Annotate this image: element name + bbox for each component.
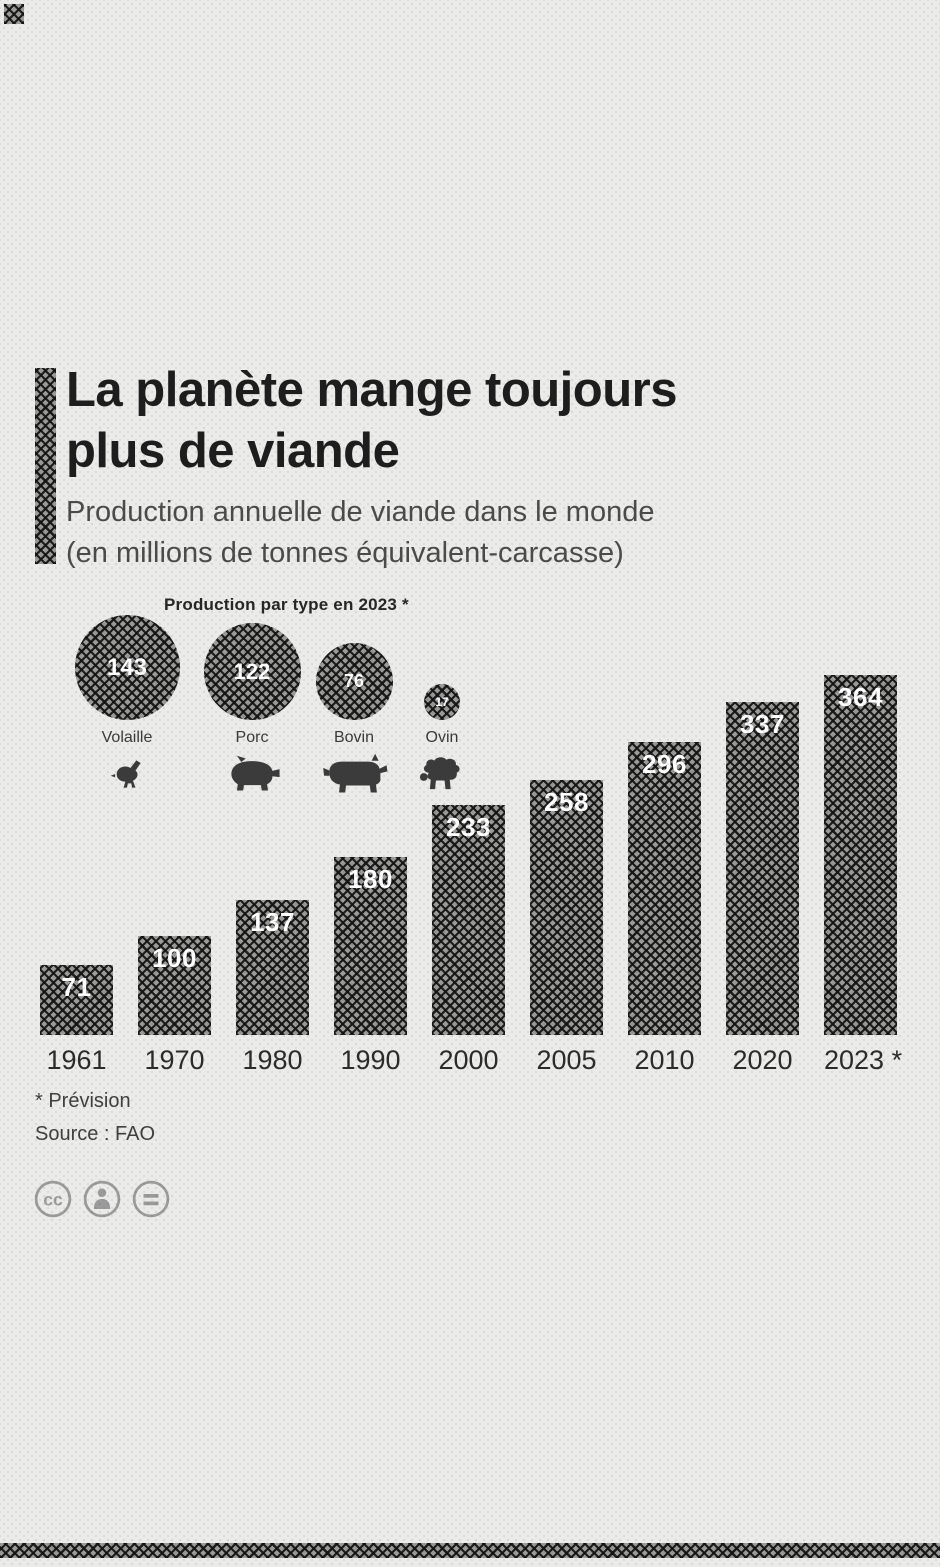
pig-icon — [220, 751, 284, 797]
x-axis-tick-label: 2000 — [438, 1045, 499, 1075]
type-item-porc: 122 Porc — [187, 615, 317, 797]
bar: 180 — [334, 857, 407, 1035]
type-label: Ovin — [425, 729, 459, 746]
bar-value-label: 296 — [642, 749, 687, 779]
x-axis-tick-label: 1970 — [144, 1045, 205, 1075]
bar: 258 — [530, 780, 603, 1035]
bar-value-label: 137 — [250, 907, 295, 937]
x-axis-tick-label: 1990 — [340, 1045, 401, 1075]
bar-value-label: 258 — [544, 787, 589, 817]
bar-value-label: 364 — [838, 682, 883, 712]
page-title: La planète mange toujours plus de viande — [66, 360, 896, 482]
page-title-line2: plus de viande — [66, 424, 400, 478]
type-item-volaille: 143 Volaille — [62, 615, 192, 797]
x-axis-tick-label: 2023 * — [824, 1045, 903, 1075]
svg-text:cc: cc — [43, 1189, 63, 1209]
bar-slot-1970: 100 1970 — [138, 655, 211, 1075]
type-item-ovin: 17 Ovin — [377, 615, 507, 797]
type-label: Porc — [235, 729, 269, 746]
bar-slot-2005: 258 2005 — [530, 655, 603, 1075]
cow-icon — [318, 751, 390, 797]
type-bubble: 143 — [74, 615, 180, 720]
bar-value-label: 71 — [61, 972, 92, 1002]
bar-slot-2000: 233 2000 — [432, 655, 505, 1075]
bar-value-label: 337 — [740, 709, 785, 739]
footnote: * Prévision — [35, 1090, 131, 1112]
type-label: Volaille — [101, 729, 153, 746]
bar-slot-2010: 296 2010 — [628, 655, 701, 1075]
bar: 71 — [40, 965, 113, 1035]
x-axis-tick-label: 2010 — [634, 1045, 695, 1075]
bar: 296 — [628, 742, 701, 1035]
bar-slot-2023: 364 2023 * — [824, 655, 902, 1075]
bar: 137 — [236, 900, 309, 1035]
bar: 100 — [138, 936, 211, 1035]
x-axis-tick-label: 1961 — [46, 1045, 107, 1075]
title-accent-bar — [35, 368, 56, 564]
license-icons: cc — [33, 1179, 171, 1219]
type-label: Bovin — [333, 729, 375, 746]
corner-mark — [4, 4, 24, 24]
bar-value-label: 180 — [348, 864, 393, 894]
x-axis-tick-label: 2005 — [536, 1045, 597, 1075]
cc-by-person-icon — [82, 1179, 122, 1219]
chicken-icon — [110, 751, 144, 797]
type-bubble: 76 — [315, 643, 393, 720]
cc-nd-equals-icon — [131, 1179, 171, 1219]
page-subtitle: Production annuelle de viande dans le mo… — [66, 492, 826, 574]
page-title-line1: La planète mange toujours — [66, 363, 677, 417]
bar: 233 — [432, 805, 505, 1035]
type-bubble: 122 — [203, 623, 301, 720]
bar: 337 — [726, 702, 799, 1035]
sheep-icon — [416, 751, 468, 797]
type-bubble: 17 — [424, 684, 460, 720]
page-subtitle-line2: (en millions de tonnes équivalent-carcas… — [66, 537, 624, 569]
bar-slot-1980: 137 1980 — [236, 655, 309, 1075]
cc-icon: cc — [33, 1179, 73, 1219]
bar-value-label: 233 — [446, 812, 491, 842]
bar-value-label: 100 — [152, 943, 197, 973]
bar-slot-1990: 180 1990 — [334, 655, 407, 1075]
source-credit: Source : FAO — [35, 1123, 156, 1145]
x-axis-tick-label: 2020 — [732, 1045, 793, 1075]
x-axis-tick-label: 1980 — [242, 1045, 303, 1075]
type-section-title: Production par type en 2023 * — [164, 595, 409, 614]
bar-slot-2020: 337 2020 — [726, 655, 799, 1075]
type-bubble-chart: 143 Volaille 122 Porc 76 Bovin 17 Ovin — [0, 615, 940, 805]
page-subtitle-line1: Production annuelle de viande dans le mo… — [66, 496, 655, 528]
bar-chart: 71 1961 100 1970 137 1980 180 1990 233 2000 258 200… — [40, 655, 902, 1075]
bar-slot-1961: 71 1961 — [40, 655, 113, 1075]
type-item-bovin: 76 Bovin — [289, 615, 419, 797]
bar: 364 — [824, 675, 897, 1035]
bottom-strip — [0, 1543, 940, 1558]
